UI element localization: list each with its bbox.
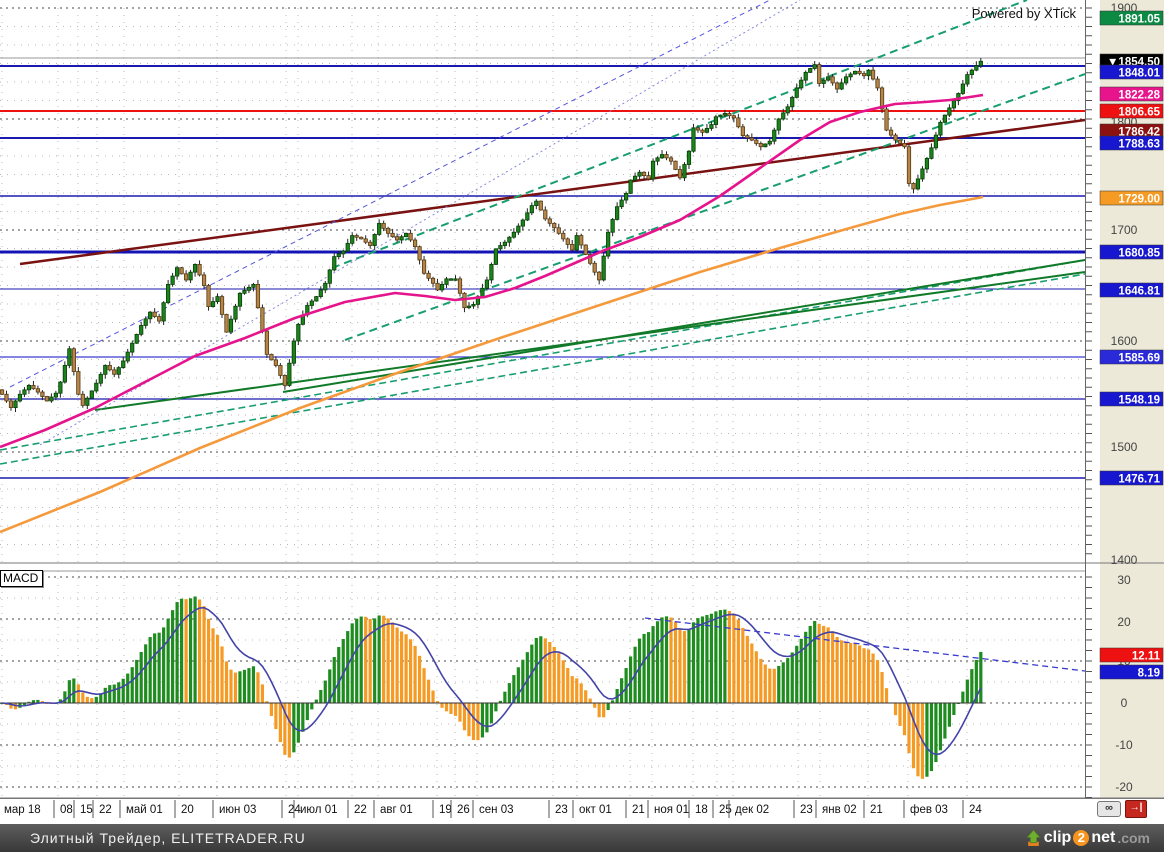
main-price-pane <box>0 0 1086 563</box>
axis-label: 1786.42 <box>1118 127 1160 139</box>
axis-label: дек 02 <box>735 804 769 816</box>
axis-label: 21 <box>870 804 883 816</box>
axis-label: 12.11 <box>1132 651 1161 663</box>
powered-by-watermark: Powered by XTick <box>971 6 1076 21</box>
axis-label: 1891.05 <box>1118 14 1160 26</box>
axis-label: сен 03 <box>479 804 513 816</box>
axis-label: ноя 01 <box>654 804 689 816</box>
macd-value-badge: 12.11 <box>1099 647 1164 663</box>
macd-signal-line <box>1 606 982 756</box>
price-level-badge: 1822.28 <box>1099 86 1164 102</box>
axis-label: 1500 <box>1111 440 1138 454</box>
footer-site-text: Элитный Трейдер, ELITETRADER.RU <box>30 830 306 846</box>
fast-ma-line <box>0 93 984 449</box>
macd-histogram <box>0 596 983 779</box>
date-axis-strip <box>0 798 1164 824</box>
axis-label: 30 <box>1117 573 1131 587</box>
axis-label: 1646.81 <box>1118 286 1160 298</box>
axis-label: 20 <box>181 804 194 816</box>
macd-value-badge: 8.19 <box>1099 664 1164 680</box>
axis-label: 1822.28 <box>1118 90 1160 102</box>
axis-label: 23 <box>555 804 568 816</box>
axis-label: июн 03 <box>219 804 256 816</box>
axis-label: янв 02 <box>822 804 857 816</box>
macd-indicator-label: MACD <box>0 570 44 587</box>
axis-label: 1600 <box>1111 334 1138 348</box>
axis-label: 08 <box>60 804 73 816</box>
axis-label: 1548.19 <box>1118 395 1160 407</box>
logo-two-badge: 2 <box>1073 830 1090 846</box>
price-level-badge: 1646.81 <box>1099 282 1164 298</box>
axis-label: авг 01 <box>380 804 413 816</box>
logo-net-text: net <box>1091 829 1116 846</box>
price-level-badge: 1848.01 <box>1099 64 1164 80</box>
axis-label: 1729.00 <box>1118 194 1160 206</box>
axis-label: 24 <box>288 804 301 816</box>
logo-com-text: .com <box>1117 830 1150 846</box>
axis-label: 1400 <box>1111 553 1138 567</box>
axis-label: 23 <box>800 804 813 816</box>
axis-label: мар 18 <box>4 804 41 816</box>
axis-label: 8.19 <box>1138 668 1160 680</box>
price-level-badge: 1476.71 <box>1099 470 1164 486</box>
chart-canvas: 1900180017001600150014003020100-10-20189… <box>0 0 1164 824</box>
axis-label: 21 <box>632 804 645 816</box>
axis-label: 1680.85 <box>1118 248 1160 260</box>
axis-label: июл 01 <box>300 804 338 816</box>
slow-ma-line <box>0 195 984 534</box>
axis-label: 1788.63 <box>1118 139 1160 151</box>
axis-label: 1585.69 <box>1118 353 1160 365</box>
price-level-badge: 1548.19 <box>1099 391 1164 407</box>
axis-label: -10 <box>1115 738 1133 752</box>
exit-arrow-icon[interactable]: →| <box>1125 800 1147 818</box>
axis-label: май 01 <box>126 804 163 816</box>
candlesticks <box>0 58 983 413</box>
axis-label: 1476.71 <box>1118 474 1160 486</box>
price-level-badge: 1891.05 <box>1099 10 1164 26</box>
axis-label: 0 <box>1121 696 1128 710</box>
axis-label: фев 03 <box>910 804 948 816</box>
clip2net-logo[interactable]: clip 2 net .com <box>1025 829 1150 847</box>
axis-label: 26 <box>457 804 470 816</box>
price-level-badge: 1806.65 <box>1099 103 1164 119</box>
axis-label: 1700 <box>1111 223 1138 237</box>
axis-label: 24 <box>969 804 982 816</box>
axis-label: окт 01 <box>579 804 612 816</box>
clip2net-arrow-icon <box>1026 829 1041 846</box>
price-level-badge: 1680.85 <box>1099 244 1164 260</box>
axis-label: 22 <box>354 804 367 816</box>
axis-label: 1848.01 <box>1118 68 1160 80</box>
axis-label: 22 <box>99 804 112 816</box>
axis-label: 15 <box>80 804 93 816</box>
price-level-badge: 1729.00 <box>1099 190 1164 206</box>
footer-bar: Элитный Трейдер, ELITETRADER.RU clip 2 n… <box>0 824 1164 852</box>
axis-label: 19 <box>439 804 452 816</box>
price-level-badge: 1786.42 <box>1099 123 1164 139</box>
logo-clip-text: clip <box>1043 829 1072 846</box>
link-icon[interactable]: ∞ <box>1097 801 1121 817</box>
price-level-badge: 1585.69 <box>1099 349 1164 365</box>
axis-label: 18 <box>695 804 708 816</box>
axis-label: 25 <box>719 804 732 816</box>
axis-label: 1806.65 <box>1118 107 1160 119</box>
axis-label: 20 <box>1117 615 1131 629</box>
macd-pane <box>0 571 1086 798</box>
price-level-badge: 1788.63 <box>1099 135 1164 151</box>
axis-label: -20 <box>1115 780 1133 794</box>
